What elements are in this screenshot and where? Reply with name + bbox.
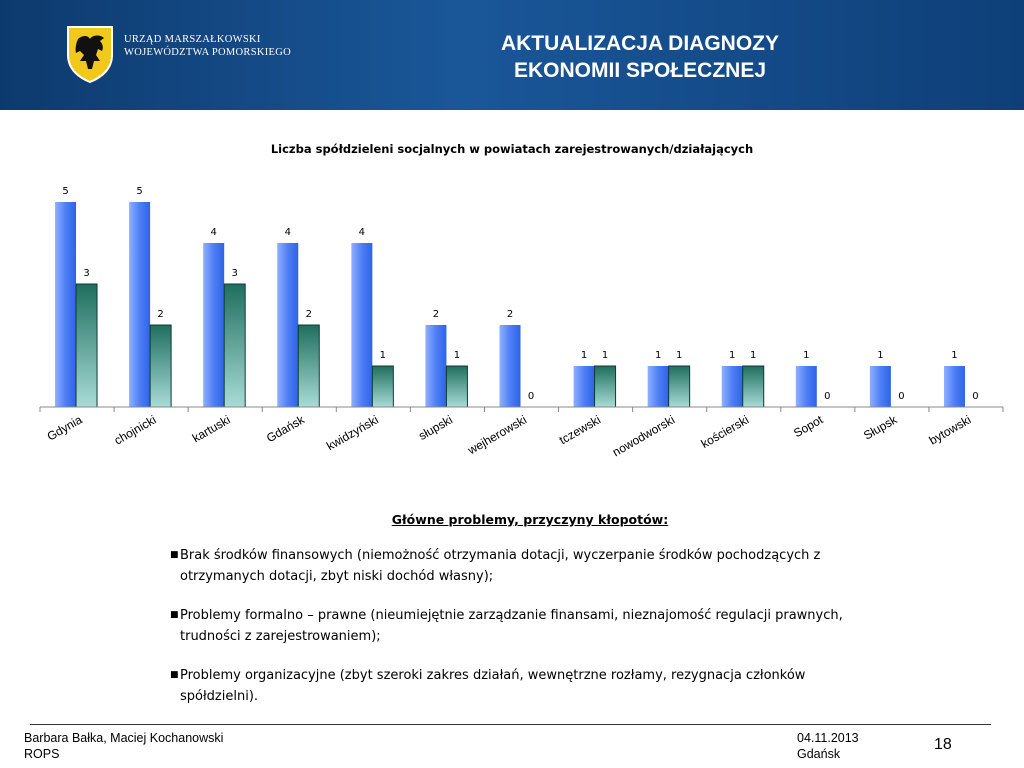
category-label: chojnicki: [112, 412, 159, 447]
bar-series1: [55, 202, 77, 407]
bar-series1: [869, 366, 891, 407]
data-label: 5: [136, 186, 142, 197]
bar-series2: [742, 365, 765, 408]
page-number: 18: [934, 736, 952, 753]
header-banner: URZĄD MARSZAŁKOWSKI WOJEWÓDZTWA POMORSKI…: [0, 0, 1024, 110]
bullet-icon: ■: [170, 670, 179, 680]
data-label: 1: [454, 350, 460, 361]
bar-series2: [149, 324, 172, 408]
problem-item-line1: Brak środków finansowych (niemożność otr…: [180, 548, 821, 563]
bar-series2: [75, 283, 98, 408]
data-label: 2: [433, 309, 439, 320]
category-label: wejherowski: [465, 412, 529, 457]
problem-item: ■ Brak środków finansowych (niemożność o…: [170, 545, 900, 587]
category-label: kartuski: [190, 412, 233, 445]
data-label: 2: [157, 309, 163, 320]
problems-section: Główne problemy, przyczyny kłopotów: ■ B…: [170, 512, 900, 707]
bar-series1: [795, 366, 817, 407]
bullet-icon: ■: [170, 610, 179, 620]
bar-series1: [499, 325, 521, 407]
data-label: 4: [285, 227, 291, 238]
slide-title-line1: AKTUALIZACJA DIAGNOZY: [500, 32, 780, 55]
office-name-line1: URZĄD MARSZAŁKOWSKI: [124, 34, 261, 45]
data-label: 4: [211, 227, 217, 238]
footer-authors-names: Barbara Bałka, Maciej Kochanowski: [24, 731, 224, 745]
data-label: 3: [232, 268, 238, 279]
category-label: słupski: [416, 412, 455, 442]
bar-series1: [647, 366, 669, 407]
bullet-icon: ■: [170, 550, 179, 560]
griffin-coat-of-arms-icon: [67, 26, 113, 83]
bar-series2: [371, 365, 394, 408]
data-label: 1: [750, 350, 756, 361]
bar-series1: [573, 366, 595, 407]
problem-item-line2: otrzymanych dotacji, zbyt niski dochód w…: [180, 569, 494, 584]
category-label: tczewski: [557, 412, 603, 447]
bar-series1: [425, 325, 447, 407]
bar-series2: [668, 365, 691, 408]
bar-series1: [943, 366, 965, 407]
data-label: 1: [581, 350, 587, 361]
data-label: 1: [380, 350, 386, 361]
problem-item: ■ Problemy organizacyjne (zbyt szeroki z…: [170, 665, 900, 707]
category-label: kwidzyński: [324, 412, 381, 453]
bar-series1: [721, 366, 743, 407]
slide-title-line2: EKONOMII SPOŁECZNEJ: [513, 59, 767, 82]
footer-divider: [30, 724, 991, 725]
data-label: 0: [972, 391, 978, 402]
bar-series1: [351, 243, 373, 407]
data-label: 3: [83, 268, 89, 279]
problems-heading: Główne problemy, przyczyny kłopotów:: [391, 512, 669, 527]
bar-series1: [203, 243, 225, 407]
data-label: 1: [803, 350, 809, 361]
problem-item-line2: spółdzielni).: [180, 689, 259, 704]
bar-series2: [297, 324, 320, 408]
bar-series2: [594, 365, 617, 408]
office-name-line2: WOJEWÓDZTWA POMORSKIEGO: [124, 47, 292, 58]
bar-series1: [277, 243, 299, 407]
slide-title: AKTUALIZACJA DIAGNOZY EKONOMII SPOŁECZNE…: [470, 30, 810, 84]
bar-series2: [445, 365, 468, 408]
data-label: 1: [602, 350, 608, 361]
problem-item: ■ Problemy formalno – prawne (nieumiejęt…: [170, 605, 900, 647]
data-label: 2: [507, 309, 513, 320]
data-label: 1: [729, 350, 735, 361]
bar-chart: Liczba spółdzieleni socjalnych w powiata…: [39, 142, 1004, 459]
footer-date: 04.11.2013: [797, 731, 859, 745]
office-name: URZĄD MARSZAŁKOWSKI WOJEWÓDZTWA POMORSKI…: [124, 33, 291, 59]
data-label: 1: [676, 350, 682, 361]
problem-item-line1: Problemy formalno – prawne (nieumiejętni…: [180, 608, 843, 623]
problem-item-line2: trudności z zarejestrowaniem);: [180, 629, 381, 644]
category-label: nowodworski: [610, 412, 677, 459]
data-label: 1: [877, 350, 883, 361]
problem-item-line1: Problemy organizacyjne (zbyt szeroki zak…: [180, 668, 806, 683]
data-label: 2: [306, 309, 312, 320]
footer-date-place: 04.11.2013 Gdańsk: [797, 730, 859, 762]
data-label: 0: [898, 391, 904, 402]
category-label: kościerski: [699, 412, 752, 450]
data-label: 5: [62, 186, 68, 197]
footer-place: Gdańsk: [797, 747, 841, 761]
category-label: Gdańsk: [264, 412, 308, 445]
footer-authors: Barbara Bałka, Maciej Kochanowski ROPS: [24, 730, 223, 762]
data-label: 1: [655, 350, 661, 361]
category-label: Sopot: [791, 412, 826, 440]
chart-title: Liczba spółdzieleni socjalnych w powiata…: [271, 142, 753, 156]
category-label: bytowski: [927, 412, 974, 447]
category-label: Gdynia: [45, 412, 85, 443]
data-label: 0: [528, 391, 534, 402]
category-label: Słupsk: [861, 412, 900, 443]
bar-series1: [129, 202, 151, 407]
footer-org: ROPS: [24, 747, 60, 761]
data-label: 0: [824, 391, 830, 402]
data-label: 4: [359, 227, 365, 238]
bar-series2: [223, 283, 246, 408]
data-label: 1: [951, 350, 957, 361]
